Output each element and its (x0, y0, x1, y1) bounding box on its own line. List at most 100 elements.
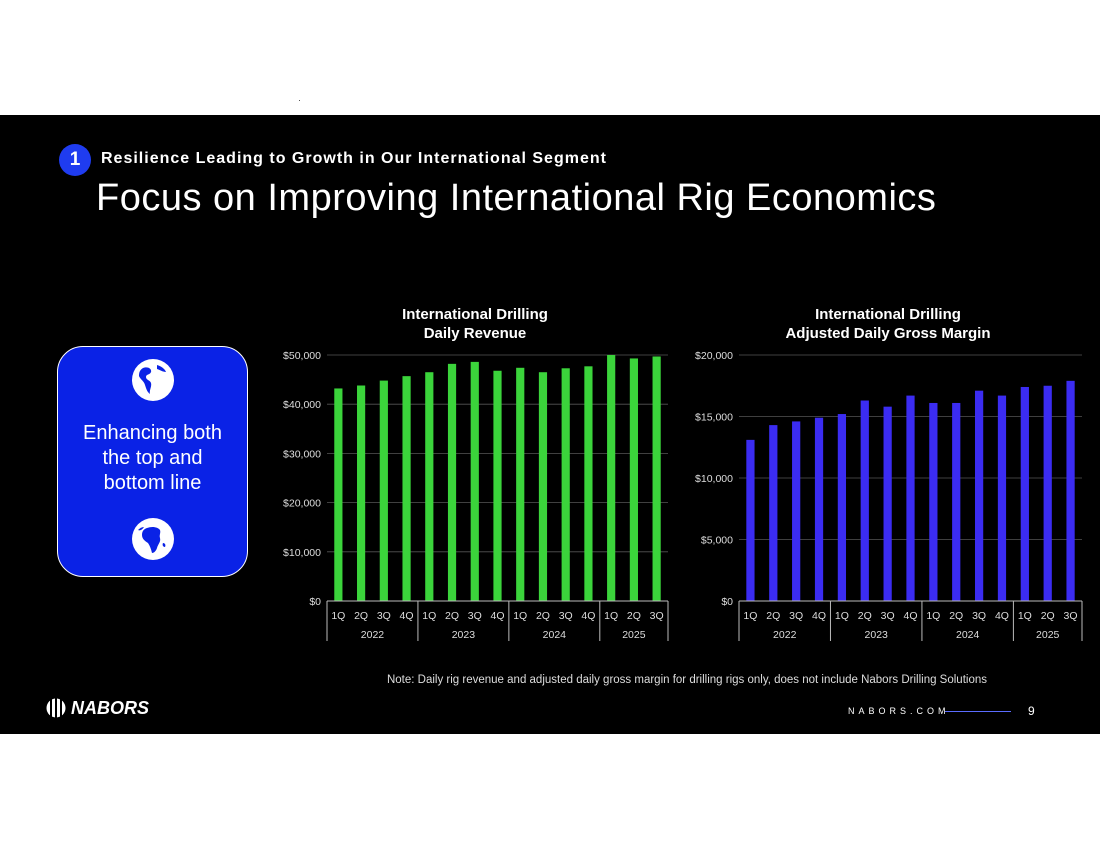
x-tick-label: 4Q (995, 610, 1009, 622)
y-tick-label: $5,000 (701, 535, 733, 547)
bar (929, 402, 938, 601)
bar (447, 363, 457, 601)
x-tick-label: 3Q (559, 610, 573, 622)
chart-title-line: International Drilling (402, 306, 548, 323)
year-label: 2024 (956, 629, 980, 641)
bar (769, 425, 778, 601)
bar (974, 390, 984, 601)
margin-chart-svg: International Drilling Adjusted Daily Gro… (695, 306, 1083, 641)
year-label: 2024 (543, 629, 567, 641)
chart-title-line: Adjusted Daily Gross Margin (785, 325, 990, 342)
nabors-logo-icon (46, 698, 66, 718)
x-tick-label: 1Q (422, 610, 436, 622)
slide: 1 Resilience Leading to Growth in Our In… (0, 115, 1100, 734)
x-tick-label: 2Q (766, 610, 780, 622)
x-tick-label: 1Q (331, 610, 345, 622)
x-tick-label: 3Q (972, 610, 986, 622)
y-tick-label: $40,000 (283, 399, 321, 411)
year-label: 2023 (452, 629, 476, 641)
x-tick-label: 3Q (468, 610, 482, 622)
bar (837, 414, 847, 601)
nabors-logo[interactable]: NABORS (46, 696, 149, 720)
bar (516, 367, 525, 601)
bar (493, 370, 502, 601)
x-tick-label: 3Q (1064, 610, 1078, 622)
bar (425, 372, 434, 601)
x-tick-label: 1Q (835, 610, 849, 622)
bar (652, 356, 661, 601)
x-tick-label: 4Q (581, 610, 595, 622)
x-tick-label: 3Q (881, 610, 895, 622)
x-tick-label: 1Q (1018, 610, 1032, 622)
bar (1043, 385, 1052, 601)
bar (561, 368, 570, 601)
bar (538, 372, 548, 601)
bar (883, 406, 892, 601)
highlight-card: Enhancing both the top and bottom line (57, 346, 248, 577)
x-tick-label: 4Q (490, 610, 504, 622)
year-label: 2023 (865, 629, 889, 641)
globe-americas-icon (132, 359, 174, 401)
x-tick-label: 2Q (627, 610, 641, 622)
x-tick-label: 3Q (650, 610, 664, 622)
revenue-chart: International Drilling Daily Revenue $0 $10… (260, 295, 680, 645)
logo-wordmark: NABORS (71, 697, 150, 718)
bar (1020, 386, 1029, 601)
bar (470, 361, 479, 601)
bar (357, 385, 366, 601)
y-tick-label: $0 (309, 596, 321, 608)
x-tick-label: 2Q (949, 610, 963, 622)
card-message: Enhancing both the top and bottom line (82, 422, 222, 494)
revenue-chart-svg: International Drilling Daily Revenue $0 $10… (283, 306, 669, 641)
y-tick-label: $20,000 (695, 350, 733, 362)
y-tick-label: $30,000 (283, 448, 321, 460)
bar (1066, 380, 1075, 601)
footnote: Note: Daily rig revenue and adjusted dai… (386, 674, 987, 686)
year-label: 2025 (1036, 629, 1060, 641)
website-link[interactable]: NABORS.COM (848, 706, 950, 716)
x-tick-label: 2Q (536, 610, 550, 622)
year-label: 2025 (622, 629, 646, 641)
bar (997, 395, 1007, 601)
globe-africa-icon (132, 518, 174, 560)
bar (607, 355, 616, 601)
x-tick-label: 1Q (926, 610, 940, 622)
y-tick-label: $10,000 (283, 547, 321, 559)
bar (746, 439, 755, 601)
x-tick-label: 2Q (858, 610, 872, 622)
bar (952, 402, 961, 601)
y-tick-label: $0 (721, 596, 733, 608)
x-tick-label: 1Q (604, 610, 618, 622)
year-label: 2022 (361, 629, 385, 641)
y-tick-label: $50,000 (283, 350, 321, 362)
bar (379, 380, 388, 601)
y-tick-label: $10,000 (695, 473, 733, 485)
bar (860, 400, 869, 601)
margin-chart: International Drilling Adjusted Daily Gro… (680, 295, 1100, 645)
stray-dot (299, 100, 300, 101)
x-tick-label: 4Q (400, 610, 414, 622)
bar (814, 417, 824, 601)
footer-divider (945, 711, 1011, 712)
y-tick-label: $15,000 (695, 412, 733, 424)
x-tick-label: 2Q (445, 610, 459, 622)
bar (334, 388, 343, 601)
x-tick-label: 3Q (377, 610, 391, 622)
x-tick-label: 1Q (743, 610, 757, 622)
bar (402, 376, 411, 601)
page-number: 9 (1028, 704, 1035, 718)
bar (584, 366, 593, 601)
x-tick-label: 4Q (903, 610, 917, 622)
x-tick-label: 2Q (354, 610, 368, 622)
y-tick-label: $20,000 (283, 498, 321, 510)
x-tick-label: 1Q (513, 610, 527, 622)
bar (629, 358, 638, 601)
page-title: Focus on Improving International Rig Eco… (96, 177, 937, 219)
chart-title-line: International Drilling (815, 306, 961, 323)
x-tick-label: 2Q (1041, 610, 1055, 622)
x-tick-label: 4Q (812, 610, 826, 622)
year-label: 2022 (773, 629, 797, 641)
section-badge: 1 (59, 144, 91, 176)
bar (792, 421, 801, 601)
x-tick-label: 3Q (789, 610, 803, 622)
